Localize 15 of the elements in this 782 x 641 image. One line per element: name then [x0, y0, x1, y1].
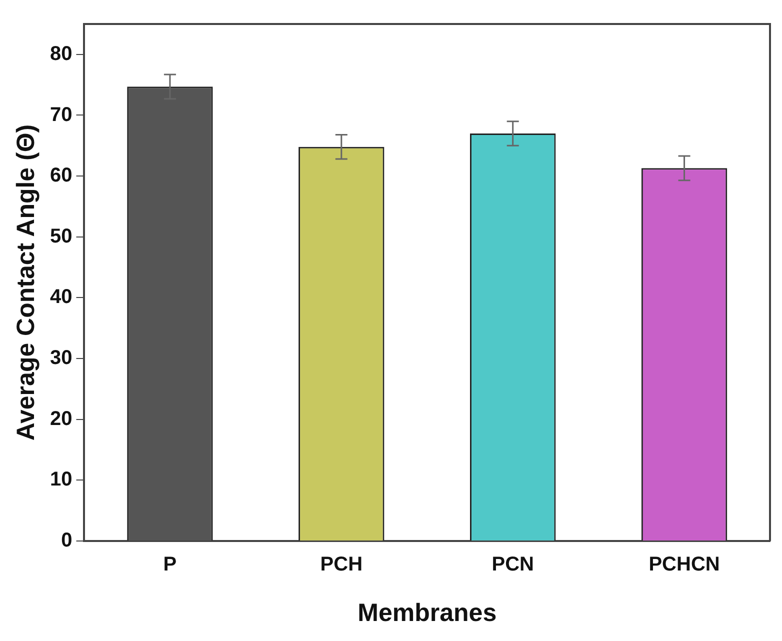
y-tick-label: 20: [50, 408, 72, 430]
x-axis-title: Membranes: [358, 598, 497, 627]
x-tick-label: PCH: [320, 554, 363, 576]
x-tick-label: PCN: [492, 554, 534, 576]
y-tick-label: 60: [50, 164, 72, 187]
y-tick-label: 0: [61, 530, 72, 552]
y-axis-title: Average Contact Angle (Θ): [12, 124, 40, 441]
x-tick-label: PCHCN: [648, 554, 720, 576]
y-tick-label: 70: [50, 104, 72, 126]
y-tick-label: 10: [50, 468, 72, 491]
y-tick-label: 50: [50, 225, 72, 248]
y-tick-label: 80: [50, 42, 72, 65]
x-tick-label: P: [163, 554, 177, 576]
y-tick-label: 30: [50, 347, 72, 370]
y-tick-label: 40: [50, 286, 72, 308]
